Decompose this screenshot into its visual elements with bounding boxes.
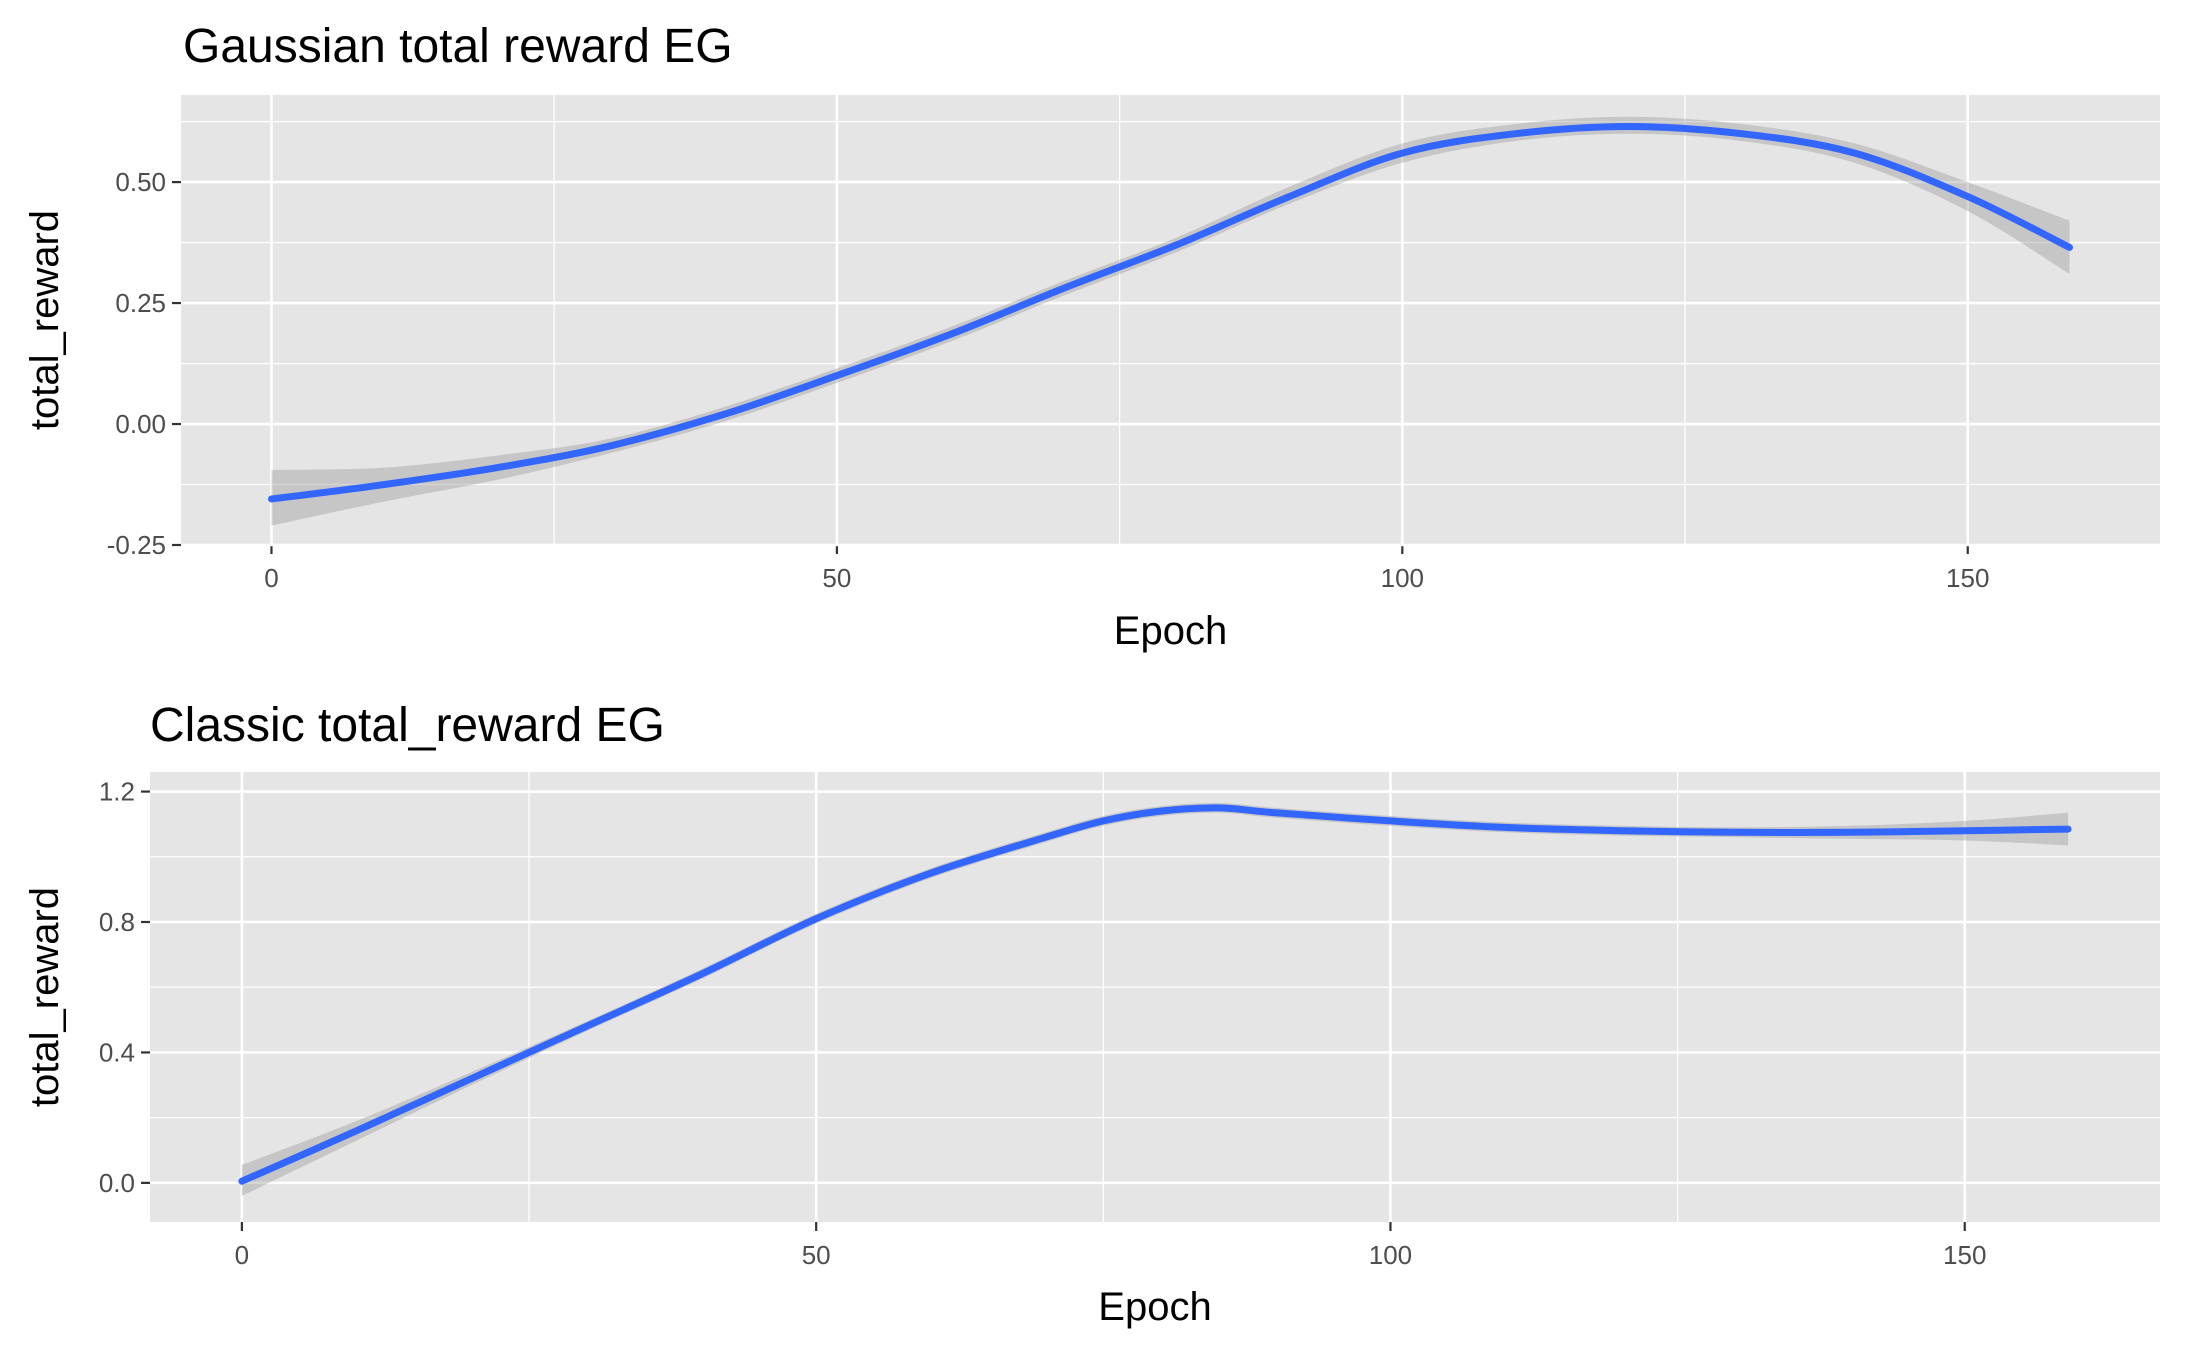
smooth-line [238, 804, 2072, 1185]
x-tick-label: 100 [1381, 563, 1424, 593]
x-tick-label: 50 [822, 563, 851, 593]
x-axis-title: Epoch [1114, 609, 1227, 653]
y-tick-label: 0.25 [115, 288, 166, 318]
x-tick-label: 50 [802, 1240, 831, 1270]
y-axis-title: total_reward [23, 210, 67, 430]
x-tick-label: 100 [1369, 1240, 1412, 1270]
y-tick-label: 0.00 [115, 409, 166, 439]
y-tick-label: 0.8 [99, 907, 135, 937]
plot-title: Gaussian total reward EG [183, 20, 733, 73]
x-axis-title: Epoch [1098, 1285, 1211, 1329]
y-tick-label: 0.4 [99, 1037, 135, 1067]
chart-panel-classic: 0 50 100 150 0.0 0.4 0.8 1.2 Classic total_rewar… [23, 699, 2160, 1329]
plot-title: Classic total_reward EG [150, 699, 665, 752]
x-tick-label: 150 [1946, 563, 1989, 593]
y-tick-label: 1.2 [99, 777, 135, 807]
y-tick-label: 0.0 [99, 1168, 135, 1198]
panel-background [181, 95, 2160, 545]
confidence-ribbon [271, 116, 2070, 526]
smooth-line [268, 123, 2073, 503]
y-tick-label: 0.50 [115, 167, 166, 197]
chart-panel-gaussian: 0 50 100 150 -0.25 0.00 0.25 0.50 Gaussian total… [23, 20, 2160, 653]
x-tick-label: 150 [1943, 1240, 1986, 1270]
x-tick-label: 0 [235, 1240, 249, 1270]
x-tick-label: 0 [264, 563, 278, 593]
y-axis-title: total_reward [23, 887, 67, 1107]
y-tick-label: -0.25 [107, 530, 166, 560]
panel-background [150, 772, 2160, 1222]
